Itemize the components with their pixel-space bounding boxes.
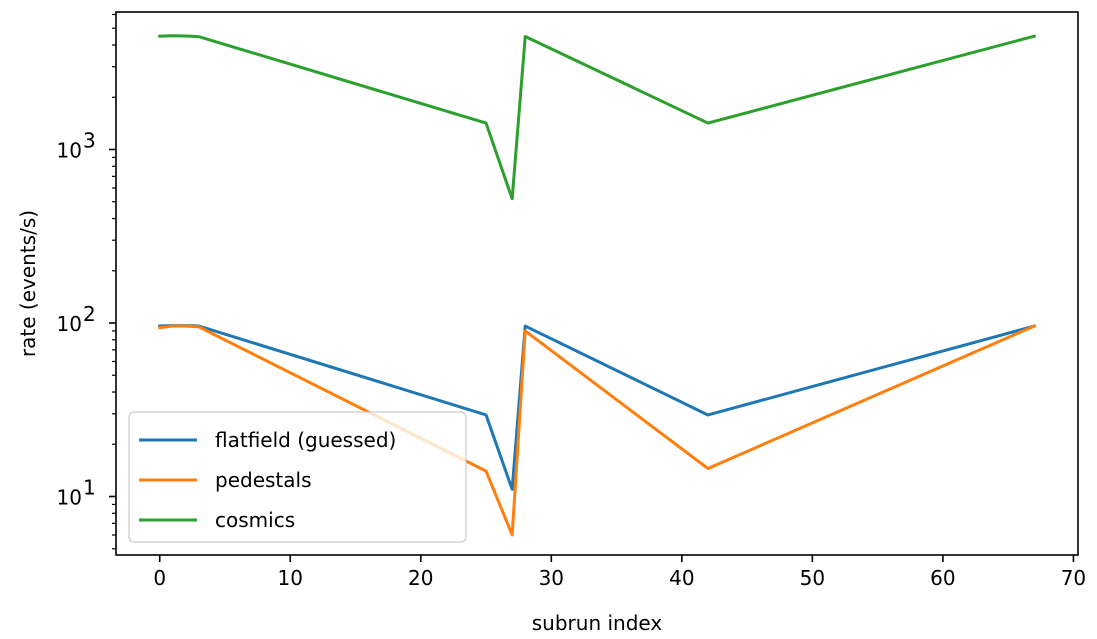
y-tick-exponent: 2	[83, 302, 96, 326]
legend-label-3: cosmics	[215, 508, 295, 532]
legend-label-1: flatfield (guessed)	[215, 428, 396, 452]
x-tick-label: 10	[278, 566, 303, 590]
series-line-2	[158, 324, 1037, 537]
series-line-3	[158, 34, 1037, 201]
y-tick-label: 10	[57, 138, 82, 162]
y-tick-label: 10	[57, 485, 82, 509]
x-tick-label: 0	[153, 566, 166, 590]
legend-frame	[128, 411, 467, 543]
y-axis-label: rate (events/s)	[16, 210, 40, 357]
x-tick-label: 60	[930, 566, 955, 590]
x-axis-label: subrun index	[532, 611, 663, 635]
x-tick-label: 70	[1061, 566, 1086, 590]
series-group	[158, 34, 1037, 537]
legend-label-2: pedestals	[215, 468, 312, 492]
plot-area	[158, 34, 1037, 537]
x-tick-label: 30	[539, 566, 564, 590]
legend: flatfield (guessed) pedestals cosmics	[128, 411, 467, 543]
x-tick-label: 50	[800, 566, 825, 590]
y-tick-label: 10	[57, 312, 82, 336]
y-tick-exponent: 3	[83, 128, 96, 152]
x-tick-label: 20	[408, 566, 433, 590]
x-tick-label: 40	[669, 566, 694, 590]
y-tick-exponent: 1	[83, 475, 96, 499]
axes-frame	[115, 11, 1079, 556]
